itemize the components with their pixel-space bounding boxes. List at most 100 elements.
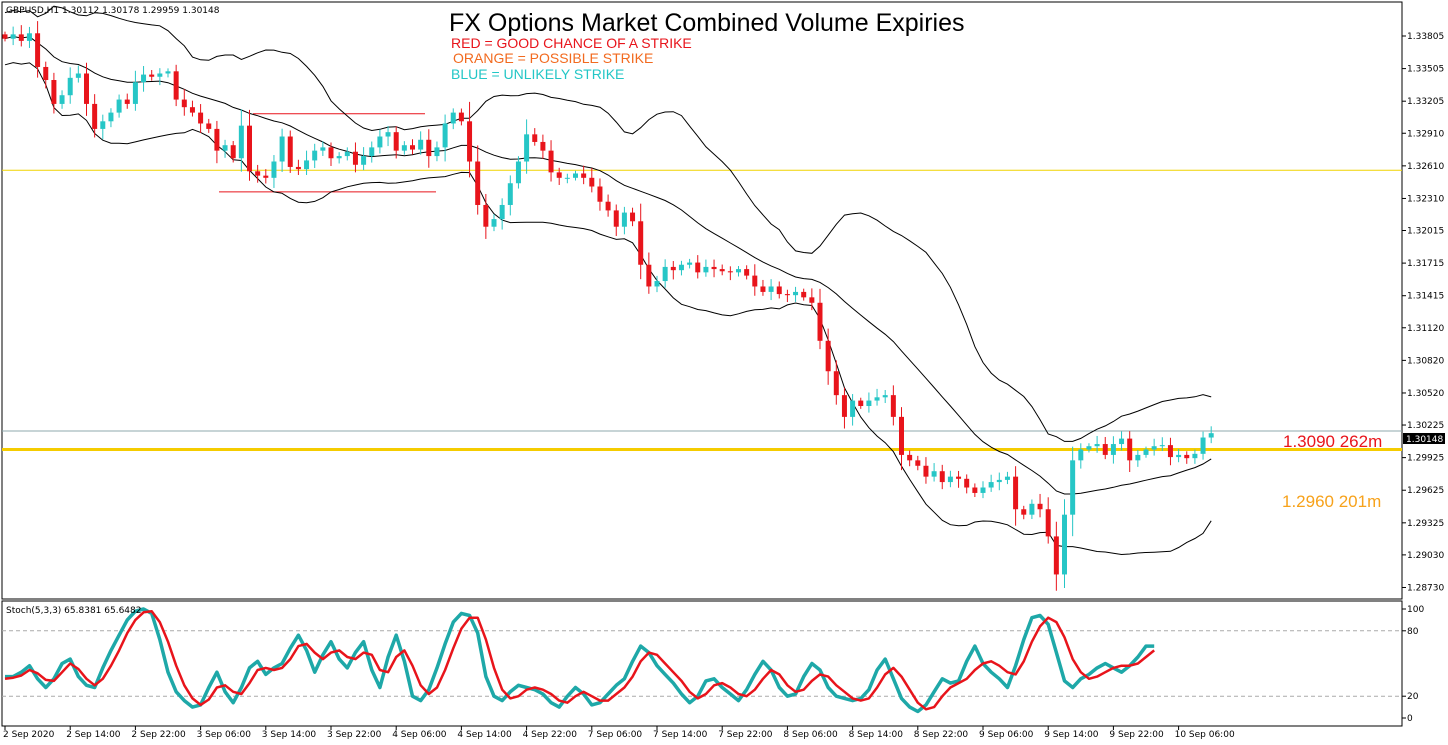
candle-body [1127, 438, 1133, 461]
candle-body [271, 161, 277, 178]
candle-body [173, 71, 179, 100]
x-tick-label: 7 Sep 22:00 [718, 730, 773, 740]
candle-body [833, 371, 839, 396]
expiry-label-2: 1.2960 201m [1282, 492, 1381, 511]
candle-body [393, 132, 399, 151]
candle-body [915, 460, 921, 466]
candle-body [1102, 444, 1108, 455]
candle-body [556, 172, 562, 178]
y-tick-label: 1.29625 [1407, 486, 1444, 496]
candle-body [532, 134, 538, 142]
candle-body [1110, 444, 1116, 455]
y-tick-label: 1.33805 [1407, 32, 1444, 42]
candle-body [1045, 509, 1051, 537]
candle-body [638, 221, 644, 265]
candle-body [670, 266, 676, 271]
x-tick-label: 9 Sep 22:00 [1109, 730, 1164, 740]
candle-body [1135, 454, 1141, 461]
x-tick-label: 8 Sep 06:00 [783, 730, 838, 740]
candle-body [67, 77, 73, 96]
candle-body [801, 291, 807, 298]
candle-body [776, 286, 782, 295]
candle-body [1013, 476, 1019, 510]
candle-body [524, 134, 530, 162]
candle-body [727, 271, 733, 273]
candle-body [564, 177, 570, 179]
candle-body [866, 400, 872, 407]
candle-body [230, 145, 236, 159]
legend-blue: BLUE = UNLIKELY STRIKE [451, 66, 624, 82]
stoch-main-line [5, 607, 1155, 714]
candle-body [458, 112, 464, 122]
candle-body [1151, 446, 1157, 450]
current-price-box [1403, 433, 1445, 444]
candle-body [43, 66, 49, 81]
candle-body [507, 183, 513, 205]
candle-body [980, 487, 986, 493]
candle-body [744, 269, 750, 276]
candle-body [214, 128, 220, 151]
y-tick-label: 1.32610 [1407, 162, 1444, 172]
y-tick-label: 1.31715 [1407, 259, 1444, 269]
candle-body [18, 34, 24, 41]
candle-body [589, 177, 595, 187]
candle-body [312, 150, 318, 161]
candle-body [222, 145, 228, 151]
candle-body [35, 33, 41, 67]
x-tick-label: 8 Sep 22:00 [914, 730, 969, 740]
candle-body [939, 471, 945, 483]
candle-body [336, 156, 342, 159]
candle-body [1200, 437, 1206, 454]
candle-body [369, 147, 375, 157]
candle-body [344, 151, 350, 157]
candle-body [10, 34, 16, 39]
candle-body [238, 125, 244, 159]
candle-body [247, 125, 252, 172]
candle-body [410, 145, 415, 150]
candle-body [597, 186, 603, 202]
x-tick-label: 2 Sep 14:00 [66, 730, 121, 740]
candle-body [1004, 476, 1010, 480]
candle-body [931, 471, 937, 477]
candle-body [947, 476, 953, 483]
x-tick-label: 4 Sep 14:00 [457, 730, 512, 740]
x-tick-label: 8 Sep 14:00 [849, 730, 904, 740]
candle-body [279, 136, 285, 162]
y-tick-label: 1.30520 [1407, 389, 1444, 399]
candle-body [377, 136, 383, 148]
candle-body [736, 269, 741, 273]
y-tick-label: 1.32310 [1407, 194, 1444, 204]
candle-body [841, 395, 847, 417]
candle-body [907, 454, 913, 461]
candle-body [385, 132, 391, 137]
candle-body [1192, 453, 1198, 459]
candle-body [295, 166, 301, 170]
candle-body [51, 80, 57, 104]
candle-body [1167, 445, 1173, 458]
candle-body [84, 73, 89, 104]
candle-body [996, 479, 1002, 483]
candle-body [703, 266, 709, 273]
candle-body [621, 212, 627, 227]
candle-body [75, 73, 81, 78]
symbol-info: GBPUSD,H1 1.30112 1.30178 1.29959 1.3014… [6, 6, 220, 16]
y-tick-label: 1.32015 [1407, 227, 1444, 237]
candle-body [719, 269, 725, 272]
candle-body [418, 139, 424, 150]
candle-body [328, 147, 334, 159]
candle-body [116, 99, 122, 113]
y-tick-label: 1.32910 [1407, 129, 1444, 139]
stoch-tick-label: 0 [1407, 714, 1413, 724]
candle-body [899, 416, 904, 455]
y-tick-label: 1.28730 [1407, 583, 1444, 593]
y-tick-label: 1.31415 [1407, 292, 1444, 302]
bb-middle-band [4, 35, 1212, 495]
candle-body [695, 262, 701, 273]
candle-body [605, 201, 611, 211]
y-tick-label: 1.29925 [1407, 454, 1444, 464]
candle-body [1053, 536, 1059, 575]
candle-body [92, 103, 98, 129]
expiry-label-1: 1.3090 262m [1283, 432, 1382, 451]
candle-body [540, 141, 546, 151]
